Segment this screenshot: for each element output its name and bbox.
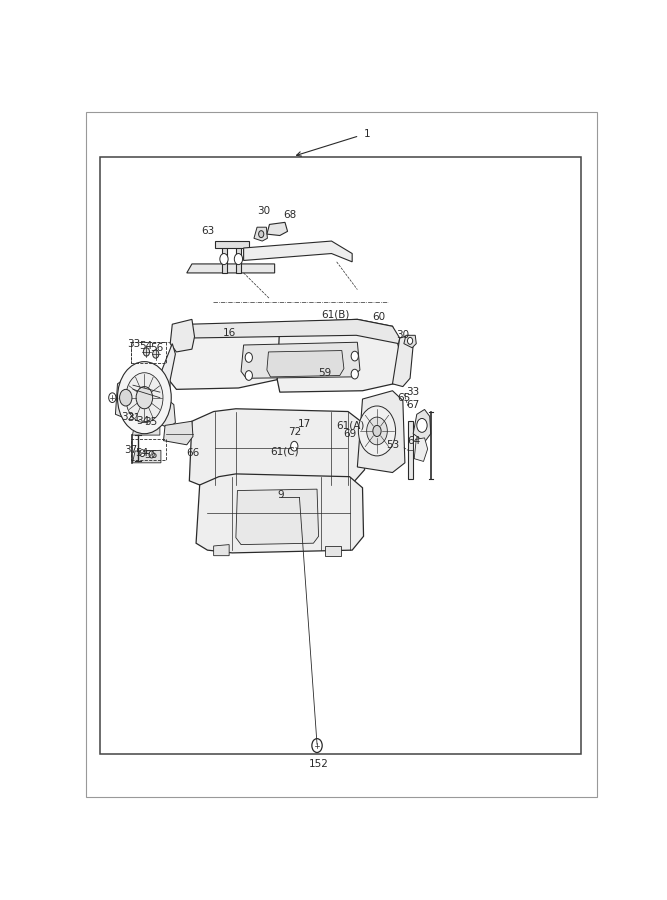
Bar [131, 439, 166, 460]
Text: 54: 54 [139, 341, 152, 351]
Polygon shape [160, 344, 175, 426]
Text: 17: 17 [298, 419, 311, 429]
Circle shape [153, 350, 159, 358]
Polygon shape [187, 264, 275, 273]
Text: 9: 9 [277, 490, 284, 500]
Polygon shape [133, 419, 160, 435]
Text: 67: 67 [407, 400, 420, 410]
Polygon shape [404, 336, 416, 347]
Circle shape [245, 353, 252, 363]
Text: 37: 37 [124, 446, 137, 455]
Circle shape [234, 254, 243, 265]
Circle shape [119, 390, 132, 406]
Circle shape [136, 387, 153, 409]
Polygon shape [241, 342, 360, 378]
Polygon shape [243, 241, 352, 262]
Circle shape [351, 351, 358, 361]
Circle shape [373, 426, 381, 436]
Circle shape [117, 362, 171, 434]
Text: 66: 66 [186, 448, 199, 458]
Circle shape [220, 254, 228, 265]
Circle shape [245, 371, 252, 381]
Polygon shape [236, 490, 319, 544]
Text: 60: 60 [372, 312, 386, 322]
Circle shape [417, 418, 427, 432]
Text: 54: 54 [135, 448, 149, 458]
Text: 59: 59 [319, 368, 332, 378]
Polygon shape [392, 336, 413, 387]
Text: 152: 152 [309, 759, 329, 769]
Polygon shape [222, 247, 227, 273]
Polygon shape [172, 320, 400, 344]
Circle shape [259, 230, 263, 238]
Polygon shape [115, 378, 135, 419]
Text: 56: 56 [145, 449, 157, 460]
Text: 34: 34 [135, 416, 149, 426]
Text: 33: 33 [127, 338, 141, 348]
Text: 53: 53 [386, 440, 399, 450]
Circle shape [367, 417, 388, 445]
Circle shape [149, 451, 154, 458]
Polygon shape [196, 474, 364, 553]
Circle shape [126, 373, 163, 423]
Text: 63: 63 [201, 227, 214, 237]
Text: 72: 72 [287, 427, 301, 436]
Polygon shape [408, 421, 413, 480]
Polygon shape [169, 323, 282, 390]
Polygon shape [325, 546, 341, 555]
Polygon shape [267, 351, 344, 377]
Circle shape [312, 739, 322, 752]
Text: 61(C): 61(C) [271, 446, 299, 456]
Circle shape [109, 392, 116, 402]
Polygon shape [413, 410, 431, 442]
Polygon shape [267, 222, 287, 236]
Polygon shape [163, 421, 193, 445]
Circle shape [143, 347, 149, 356]
Text: 35: 35 [144, 417, 157, 427]
Polygon shape [213, 544, 229, 555]
Bar [100, 157, 581, 754]
Polygon shape [170, 320, 195, 352]
Polygon shape [160, 400, 175, 428]
Text: 33: 33 [407, 387, 420, 397]
Polygon shape [215, 241, 249, 248]
Circle shape [351, 369, 358, 379]
Text: 16: 16 [223, 328, 235, 338]
Bar [131, 342, 166, 363]
Polygon shape [277, 320, 400, 392]
Circle shape [358, 406, 396, 456]
Circle shape [139, 450, 145, 456]
Polygon shape [414, 438, 428, 462]
Text: 32: 32 [121, 412, 135, 422]
Text: 1: 1 [364, 130, 370, 140]
Polygon shape [189, 409, 365, 488]
Text: 68: 68 [283, 211, 297, 220]
Text: 64: 64 [408, 436, 421, 446]
Text: 31: 31 [127, 413, 141, 424]
Polygon shape [236, 247, 241, 273]
Polygon shape [358, 391, 405, 473]
Circle shape [408, 338, 413, 345]
Text: 61(B): 61(B) [321, 310, 350, 320]
Text: 69: 69 [344, 428, 357, 438]
Text: 61(A): 61(A) [336, 420, 364, 430]
Text: 30: 30 [257, 206, 270, 216]
Text: 30: 30 [396, 330, 410, 340]
Polygon shape [133, 450, 161, 463]
Polygon shape [254, 227, 267, 241]
Circle shape [291, 441, 298, 451]
Text: 56: 56 [150, 343, 163, 353]
Text: 65: 65 [398, 393, 410, 403]
